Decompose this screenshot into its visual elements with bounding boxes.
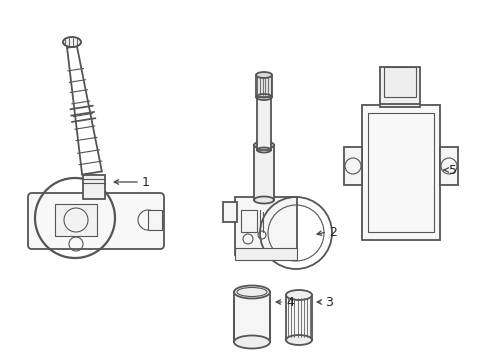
Text: 2: 2 [328, 225, 336, 239]
Text: 4: 4 [285, 296, 293, 309]
Bar [343, 147, 361, 185]
Ellipse shape [285, 290, 311, 300]
Bar [235, 248, 296, 260]
Bar [55, 204, 97, 236]
Ellipse shape [63, 37, 81, 47]
Bar [379, 67, 419, 107]
Ellipse shape [234, 336, 269, 348]
FancyBboxPatch shape [28, 193, 163, 249]
Text: 1: 1 [142, 176, 149, 189]
Bar [367, 113, 433, 232]
Bar [223, 202, 237, 222]
Bar [256, 75, 271, 97]
Bar [439, 147, 457, 185]
Bar [241, 210, 257, 232]
Bar [285, 295, 311, 340]
Bar [257, 95, 270, 150]
Ellipse shape [257, 93, 270, 98]
Bar [361, 105, 439, 240]
Text: 3: 3 [325, 296, 332, 309]
Bar [83, 175, 105, 199]
Ellipse shape [285, 335, 311, 345]
Ellipse shape [256, 72, 271, 78]
Bar [235, 197, 296, 255]
Bar [148, 210, 162, 230]
Text: 5: 5 [448, 163, 456, 176]
Bar [234, 292, 269, 342]
Bar [383, 67, 415, 97]
Ellipse shape [253, 141, 273, 149]
Ellipse shape [253, 197, 273, 203]
Bar [253, 145, 273, 200]
Ellipse shape [234, 285, 269, 298]
